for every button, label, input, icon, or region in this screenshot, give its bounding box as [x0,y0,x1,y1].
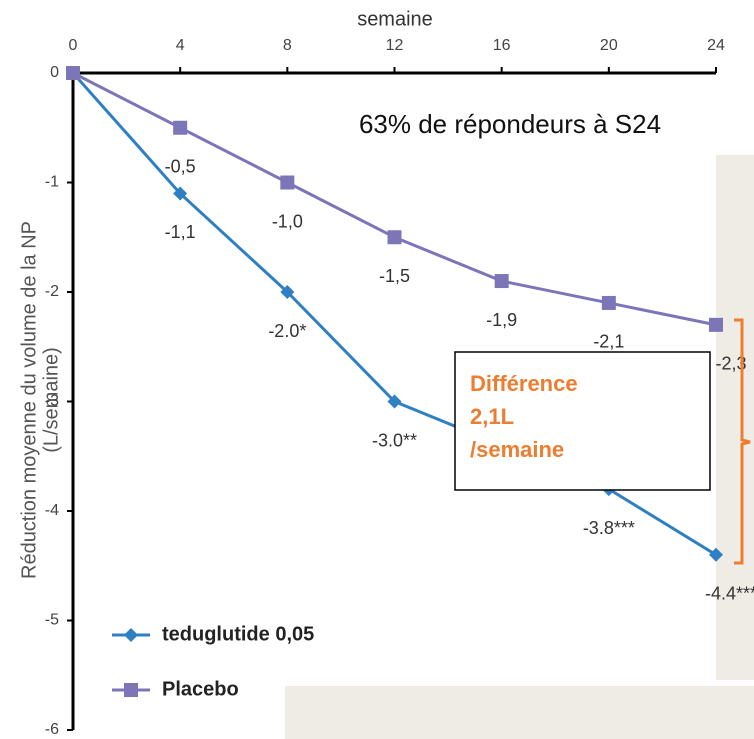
marker [280,285,295,299]
y-tick-label: -3 [45,393,59,410]
marker [709,317,723,332]
marker [709,547,723,562]
x-tick-label: 4 [176,37,185,54]
y-axis-title: (L/semaine) [40,347,62,453]
annotation: Différence [470,371,578,396]
bottom-panel [285,686,754,739]
data-label: -2,3 [715,354,746,374]
data-label: -1,1 [165,222,196,242]
x-tick-label: 8 [283,37,292,54]
marker [173,120,188,135]
marker [66,66,80,80]
marker [280,175,295,190]
bracket [734,318,751,565]
marker [173,186,188,201]
data-label: -2,1 [593,332,624,352]
legend-marker [124,628,138,642]
marker [387,394,402,409]
data-label: -3.0** [372,430,417,450]
marker [387,230,402,245]
data-label: -1,9 [486,310,517,330]
y-tick-label: -5 [45,612,59,629]
data-label: -1,5 [379,266,410,286]
x-axis-title: semaine [357,8,433,30]
annotation: /semaine [470,437,564,462]
data-label: -2.0* [268,321,306,341]
data-label: -0,5 [165,157,196,177]
data-label: -3.8*** [583,518,635,538]
y-tick-label: -6 [45,721,59,738]
x-tick-label: 16 [493,37,511,54]
marker [601,295,616,310]
legend-label: teduglutide 0,05 [162,623,314,645]
data-label: -4.4*** [705,584,754,604]
y-tick-label: -1 [45,174,59,191]
x-tick-label: 24 [707,37,725,54]
y-axis-title: Réduction moyenne du volume de la NP [18,221,40,579]
y-tick-label: 0 [50,64,59,81]
y-tick-label: -4 [45,502,59,519]
legend-marker [124,683,138,697]
x-tick-label: 0 [69,37,78,54]
x-tick-label: 12 [386,37,404,54]
legend-label: Placebo [162,678,239,700]
x-tick-label: 20 [600,37,618,54]
annotation: 63% de répondeurs à S24 [359,109,661,139]
marker [494,274,509,289]
annotation-box [280,100,742,152]
y-tick-label: -2 [45,283,59,300]
side-panel [716,155,754,680]
annotation-box [454,351,711,491]
data-label: -1,0 [272,211,303,231]
annotation: 2,1L [470,404,514,429]
